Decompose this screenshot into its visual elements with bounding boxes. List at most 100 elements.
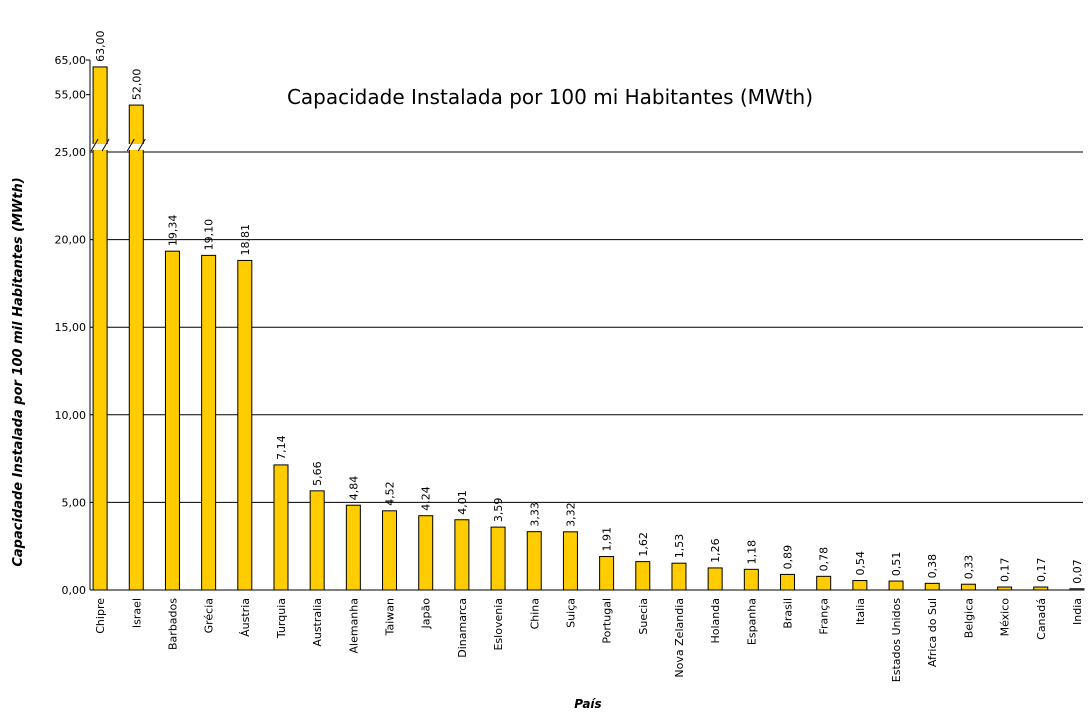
bar bbox=[164, 250, 180, 591]
value-label: 4,01 bbox=[456, 490, 469, 515]
x-tick-label: Grécia bbox=[203, 598, 216, 633]
x-tick-label: Japão bbox=[420, 598, 433, 630]
value-label: 4,24 bbox=[420, 486, 433, 511]
bar bbox=[454, 519, 470, 591]
x-tick-label: Barbados bbox=[166, 598, 179, 650]
y-tick-label: 65,00 bbox=[55, 54, 87, 67]
bar bbox=[490, 526, 506, 591]
y-tick-label: 15,00 bbox=[55, 321, 87, 334]
value-label: 1,26 bbox=[709, 538, 722, 563]
axis-break-mark bbox=[137, 138, 146, 152]
value-label: 0,07 bbox=[1071, 559, 1084, 584]
y-tick-label: 55,00 bbox=[55, 89, 87, 102]
x-tick-label: Áustria bbox=[239, 598, 252, 637]
bar bbox=[92, 66, 108, 591]
value-label: 5,66 bbox=[311, 461, 324, 486]
bar bbox=[1069, 588, 1085, 591]
bar bbox=[309, 490, 325, 591]
value-label: 0,17 bbox=[1035, 558, 1048, 583]
value-label: 3,59 bbox=[492, 498, 505, 523]
bar bbox=[852, 580, 868, 591]
value-label: 19,10 bbox=[203, 219, 216, 251]
y-tick-label: 0,00 bbox=[62, 584, 87, 597]
bar bbox=[671, 562, 687, 591]
x-tick-label: Holanda bbox=[709, 598, 722, 644]
chart-title: Capacidade Instalada por 100 mi Habitant… bbox=[287, 85, 813, 109]
x-tick-label: Italia bbox=[854, 598, 867, 625]
bar bbox=[237, 259, 253, 591]
x-tick-label: Eslovenia bbox=[492, 598, 505, 651]
value-label: 0,51 bbox=[890, 552, 903, 577]
bar bbox=[201, 254, 217, 591]
bar bbox=[128, 104, 144, 591]
x-tick-label: Taiwan bbox=[384, 598, 397, 636]
value-label: 0,33 bbox=[962, 555, 975, 580]
axis-break-mark bbox=[101, 138, 110, 152]
value-label: 0,78 bbox=[818, 547, 831, 572]
x-tick-label: Dinamarca bbox=[456, 598, 469, 658]
y-tick-label: 5,00 bbox=[62, 496, 87, 509]
x-tick-label: Portugal bbox=[601, 598, 614, 644]
x-tick-label: Australia bbox=[311, 598, 324, 647]
bar bbox=[743, 568, 759, 591]
x-tick-label: Brasil bbox=[782, 598, 795, 629]
x-tick-label: Alemanha bbox=[347, 598, 360, 654]
bar bbox=[707, 567, 723, 591]
y-axis-title: Capacidade Instalada por 100 mil Habitan… bbox=[11, 177, 26, 566]
value-label: 1,18 bbox=[745, 540, 758, 565]
bar bbox=[382, 510, 398, 591]
value-label: 0,54 bbox=[854, 551, 867, 576]
value-label: 7,14 bbox=[275, 435, 288, 460]
y-tick-label: 10,00 bbox=[55, 409, 87, 422]
bar bbox=[635, 561, 651, 591]
value-label: 1,91 bbox=[601, 527, 614, 552]
x-tick-label: França bbox=[818, 598, 831, 635]
x-tick-label: Africa do Sul bbox=[926, 598, 939, 667]
bar bbox=[599, 556, 615, 591]
value-label: 1,53 bbox=[673, 534, 686, 559]
x-tick-label: Espanha bbox=[745, 598, 758, 645]
value-label: 1,62 bbox=[637, 532, 650, 557]
bar bbox=[418, 515, 434, 591]
x-tick-label: Chipre bbox=[94, 598, 107, 634]
bar bbox=[526, 531, 542, 591]
value-label: 4,84 bbox=[347, 476, 360, 501]
x-tick-label: Suiça bbox=[564, 598, 577, 628]
value-label: 3,33 bbox=[528, 502, 541, 527]
y-tick-label: 25,00 bbox=[55, 146, 87, 159]
value-label: 18,81 bbox=[239, 224, 252, 256]
value-label: 52,00 bbox=[130, 69, 143, 101]
bar bbox=[960, 583, 976, 591]
x-axis-title: País bbox=[574, 697, 601, 711]
bar bbox=[888, 580, 904, 591]
bar bbox=[816, 575, 832, 591]
axis-break-mark bbox=[126, 138, 135, 152]
x-tick-label: China bbox=[528, 598, 541, 629]
bar bbox=[1033, 586, 1049, 591]
x-tick-label: Israel bbox=[130, 598, 143, 628]
axis-break-mark bbox=[90, 138, 99, 152]
x-tick-label: Belgica bbox=[962, 598, 975, 638]
value-label: 0,17 bbox=[999, 558, 1012, 583]
value-label: 0,89 bbox=[782, 545, 795, 570]
bar bbox=[345, 504, 361, 591]
bar bbox=[273, 464, 289, 591]
x-tick-label: Suecia bbox=[637, 598, 650, 635]
value-label: 0,38 bbox=[926, 554, 939, 579]
bar bbox=[562, 531, 578, 591]
value-label: 19,34 bbox=[166, 215, 179, 247]
axis-break-gap bbox=[128, 144, 145, 150]
x-tick-label: Estados Unidos bbox=[890, 598, 903, 682]
x-tick-label: México bbox=[999, 598, 1012, 637]
x-tick-label: Canadá bbox=[1035, 598, 1048, 640]
y-tick-label: 20,00 bbox=[55, 234, 87, 247]
x-tick-label: India bbox=[1071, 598, 1084, 625]
x-tick-label: Turquia bbox=[275, 598, 288, 639]
value-label: 63,00 bbox=[94, 30, 107, 62]
value-label: 4,52 bbox=[384, 481, 397, 506]
bar bbox=[924, 582, 940, 591]
bar bbox=[997, 586, 1013, 591]
bar bbox=[780, 573, 796, 591]
value-label: 3,32 bbox=[564, 502, 577, 527]
